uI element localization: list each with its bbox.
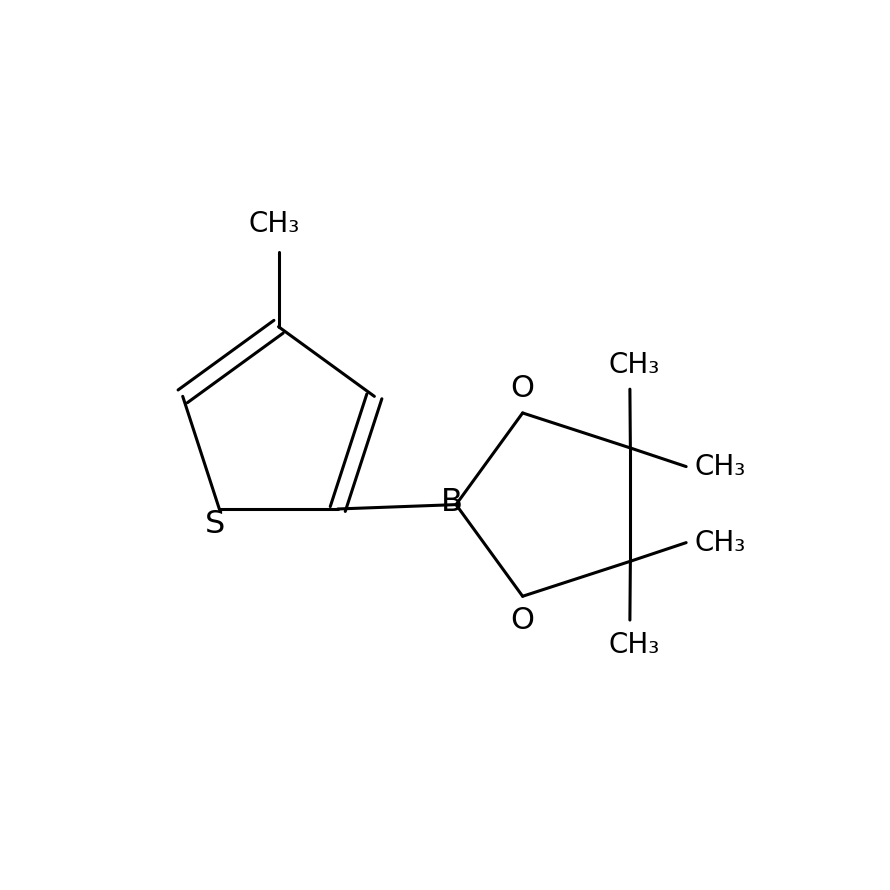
Text: O: O	[511, 374, 535, 403]
Text: S: S	[205, 509, 225, 540]
Text: CH₃: CH₃	[248, 210, 300, 239]
Text: CH₃: CH₃	[609, 351, 659, 378]
Text: B: B	[441, 488, 463, 518]
Text: O: O	[511, 606, 535, 635]
Text: CH₃: CH₃	[695, 453, 746, 481]
Text: CH₃: CH₃	[695, 529, 746, 556]
Text: CH₃: CH₃	[609, 631, 659, 659]
